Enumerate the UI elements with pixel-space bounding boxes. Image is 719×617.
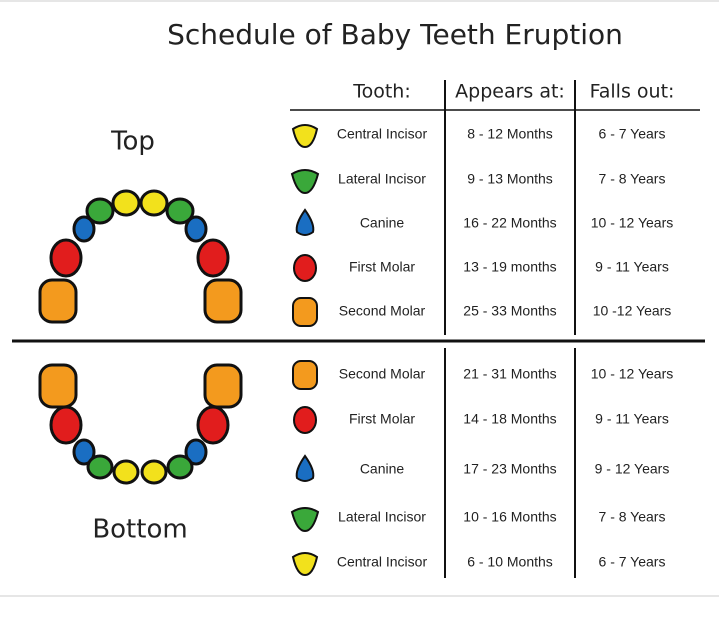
falls-out: 7 - 8 Years <box>599 171 666 187</box>
column-header: Tooth: <box>352 81 411 103</box>
tooth-name: Second Molar <box>339 303 426 319</box>
appears-at: 10 - 16 Months <box>463 509 556 525</box>
falls-out: 9 - 11 Years <box>595 259 669 275</box>
tooth-icon <box>290 169 320 195</box>
tooth-name: First Molar <box>349 411 415 427</box>
tooth-name: Lateral Incisor <box>338 171 426 187</box>
appears-at: 6 - 10 Months <box>467 554 553 570</box>
top-arch <box>38 189 243 324</box>
tooth-icon <box>291 552 319 577</box>
tooth-icon <box>295 208 315 236</box>
falls-out: 6 - 7 Years <box>599 554 666 570</box>
falls-out: 6 - 7 Years <box>599 126 666 142</box>
falls-out: 10 -12 Years <box>593 303 672 319</box>
falls-out: 9 - 11 Years <box>595 411 669 427</box>
falls-out: 9 - 12 Years <box>595 461 670 477</box>
falls-out: 7 - 8 Years <box>599 509 666 525</box>
bottom-label: Bottom <box>92 515 187 545</box>
tooth-icon <box>295 454 315 482</box>
tooth-icon <box>293 406 317 434</box>
appears-at: 8 - 12 Months <box>467 126 553 142</box>
appears-at: 16 - 22 Months <box>463 215 556 231</box>
top-label: Top <box>110 127 155 157</box>
appears-at: 14 - 18 Months <box>463 411 556 427</box>
tooth-icon <box>293 254 317 282</box>
bottom-arch <box>38 363 243 485</box>
appears-at: 9 - 13 Months <box>467 171 553 187</box>
title: Schedule of Baby Teeth Eruption <box>167 18 623 51</box>
appears-at: 25 - 33 Months <box>463 303 556 319</box>
falls-out: 10 - 12 Years <box>591 215 674 231</box>
tooth-icon <box>291 124 319 149</box>
tooth-icon <box>290 507 320 533</box>
appears-at: 21 - 31 Months <box>463 366 556 382</box>
tooth-name: Lateral Incisor <box>338 509 426 525</box>
tooth-name: Canine <box>360 461 405 477</box>
column-header: Appears at: <box>455 81 565 103</box>
falls-out: 10 - 12 Years <box>591 366 674 382</box>
tooth-name: Canine <box>360 215 405 231</box>
tooth-name: Central Incisor <box>337 554 428 570</box>
tooth-name: Central Incisor <box>337 126 428 142</box>
appears-at: 17 - 23 Months <box>463 461 556 477</box>
tooth-name: Second Molar <box>339 366 426 382</box>
appears-at: 13 - 19 months <box>463 259 556 275</box>
tooth-name: First Molar <box>349 259 415 275</box>
column-header: Falls out: <box>590 81 675 103</box>
tooth-icon <box>292 297 318 327</box>
tooth-icon <box>292 360 318 390</box>
